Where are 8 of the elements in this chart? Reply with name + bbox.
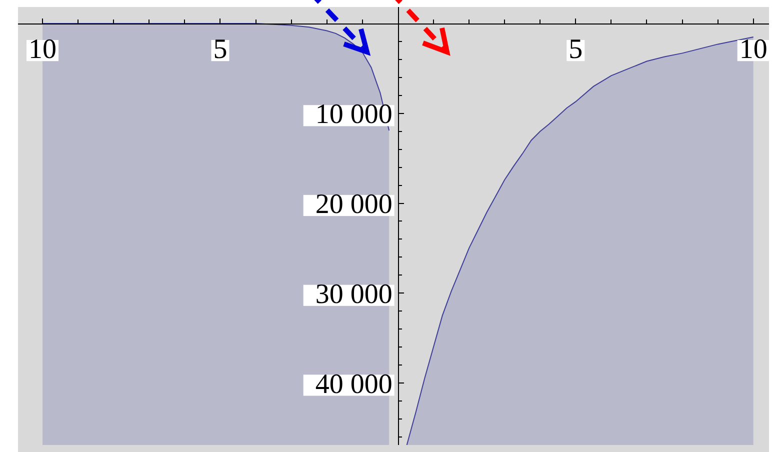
x-tick-label: 5: [213, 34, 228, 66]
y-tick-label: 40 000: [315, 368, 392, 400]
x-tick-label: 5: [568, 34, 583, 66]
y-tick-label: 10 000: [315, 99, 392, 130]
x-tick-label: 10: [28, 34, 57, 66]
x-tick-label: 10: [739, 34, 768, 66]
y-tick-label: 30 000: [315, 278, 392, 310]
y-tick-label: 20 000: [315, 189, 392, 220]
